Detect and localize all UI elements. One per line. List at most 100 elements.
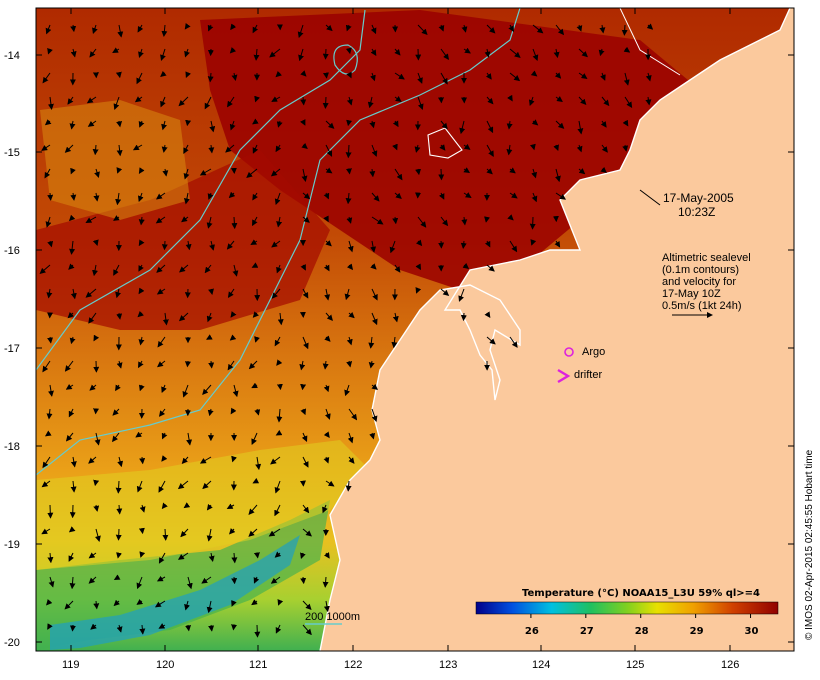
velocity-arrow (68, 552, 74, 562)
velocity-arrow (252, 118, 259, 125)
velocity-arrow (417, 72, 423, 84)
velocity-arrow (600, 120, 607, 128)
velocity-arrow (370, 48, 377, 57)
velocity-arrow (344, 384, 350, 397)
longitude-axis: 119 120 121 122 123 124 125 126 (62, 8, 739, 671)
velocity-arrow (47, 192, 54, 201)
velocity-arrow (69, 624, 76, 632)
velocity-arrow (276, 264, 282, 274)
velocity-arrow (392, 120, 399, 128)
velocity-arrow (274, 336, 281, 347)
velocity-arrow (93, 192, 100, 202)
velocity-arrow (179, 264, 189, 273)
velocity-arrow (246, 168, 258, 178)
velocity-arrow (252, 311, 259, 318)
velocity-arrow (88, 312, 97, 324)
velocity-arrow (204, 264, 212, 274)
velocity-arrow (68, 526, 76, 533)
velocity-arrow (92, 24, 98, 35)
velocity-arrow (346, 216, 353, 224)
altimetry-line-4: 17-May 10Z (662, 288, 721, 300)
velocity-arrow (253, 576, 260, 584)
velocity-arrow (115, 480, 122, 494)
velocity-arrow (229, 47, 237, 54)
velocity-arrow (226, 240, 235, 250)
orange-patch (40, 100, 190, 220)
velocity-arrow (440, 72, 448, 85)
velocity-arrow (117, 24, 124, 38)
velocity-arrow (69, 336, 76, 345)
velocity-arrow (394, 192, 402, 199)
velocity-arrow (115, 528, 122, 541)
velocity-arrow (368, 336, 375, 349)
velocity-arrow (322, 96, 329, 109)
altimetry-line-3: and velocity for (662, 276, 736, 288)
velocity-arrow (155, 216, 166, 224)
velocity-arrow (459, 120, 466, 135)
velocity-arrow (623, 46, 631, 53)
velocity-arrow (370, 72, 376, 82)
colorbar-gradient (475, 601, 779, 615)
velocity-arrow (322, 48, 329, 60)
velocity-arrow (227, 288, 235, 299)
velocity-arrow (208, 624, 215, 632)
velocity-arrow (70, 48, 77, 58)
velocity-arrow (183, 192, 190, 205)
velocity-arrow (415, 287, 422, 294)
velocity-arrow (229, 527, 236, 535)
velocity-arrow (323, 431, 330, 438)
velocity-arrow (297, 24, 304, 39)
velocity-arrow (253, 48, 260, 61)
velocity-arrow (346, 71, 352, 79)
velocity-arrow (578, 72, 588, 79)
velocity-arrow (324, 288, 331, 301)
velocity-arrow (116, 120, 123, 128)
velocity-arrow (530, 70, 538, 77)
velocity-arrow (116, 360, 123, 369)
velocity-arrow (252, 24, 259, 34)
velocity-arrow (44, 119, 52, 126)
velocity-arrow (177, 552, 189, 560)
velocity-arrow (113, 264, 120, 276)
velocity-arrow (345, 47, 352, 55)
velocity-arrow (42, 456, 51, 469)
cold-coastal (50, 535, 300, 650)
velocity-arrow (70, 456, 77, 468)
velocity-arrow (348, 408, 358, 421)
velocity-arrow (274, 480, 281, 494)
velocity-arrow (138, 264, 144, 272)
velocity-arrow (531, 119, 539, 126)
lon-tick-label: 124 (532, 659, 550, 671)
velocity-arrow (255, 456, 262, 471)
velocity-arrow (486, 144, 494, 157)
velocity-arrow (117, 456, 124, 468)
velocity-arrow (392, 216, 399, 225)
velocity-arrow (555, 192, 567, 200)
velocity-arrow (416, 239, 423, 247)
velocity-arrow (85, 288, 97, 298)
velocity-arrow (323, 552, 330, 559)
velocity-arrow (138, 48, 144, 58)
isobath-legend: 200 1000m (305, 611, 360, 625)
velocity-arrow (438, 168, 445, 181)
velocity-arrow (160, 70, 167, 78)
velocity-arrow (202, 480, 212, 490)
velocity-arrow (185, 240, 192, 251)
velocity-arrow (529, 216, 536, 230)
velocity-arrow (209, 240, 215, 251)
velocity-arrow (231, 552, 238, 564)
velocity-arrow (183, 168, 190, 180)
velocity-arrow (46, 288, 53, 299)
velocity-arrow (41, 480, 51, 488)
velocity-arrow (463, 47, 471, 54)
velocity-arrow (486, 264, 495, 272)
velocity-arrow (156, 288, 166, 295)
velocity-arrow (70, 167, 76, 175)
velocity-arrow (371, 144, 378, 157)
velocity-arrow (69, 120, 76, 130)
velocity-arrow (325, 24, 333, 32)
velocity-arrow (254, 95, 260, 103)
velocity-arrow (622, 144, 629, 152)
velocity-arrow (206, 600, 213, 614)
velocity-arrow (509, 72, 521, 82)
